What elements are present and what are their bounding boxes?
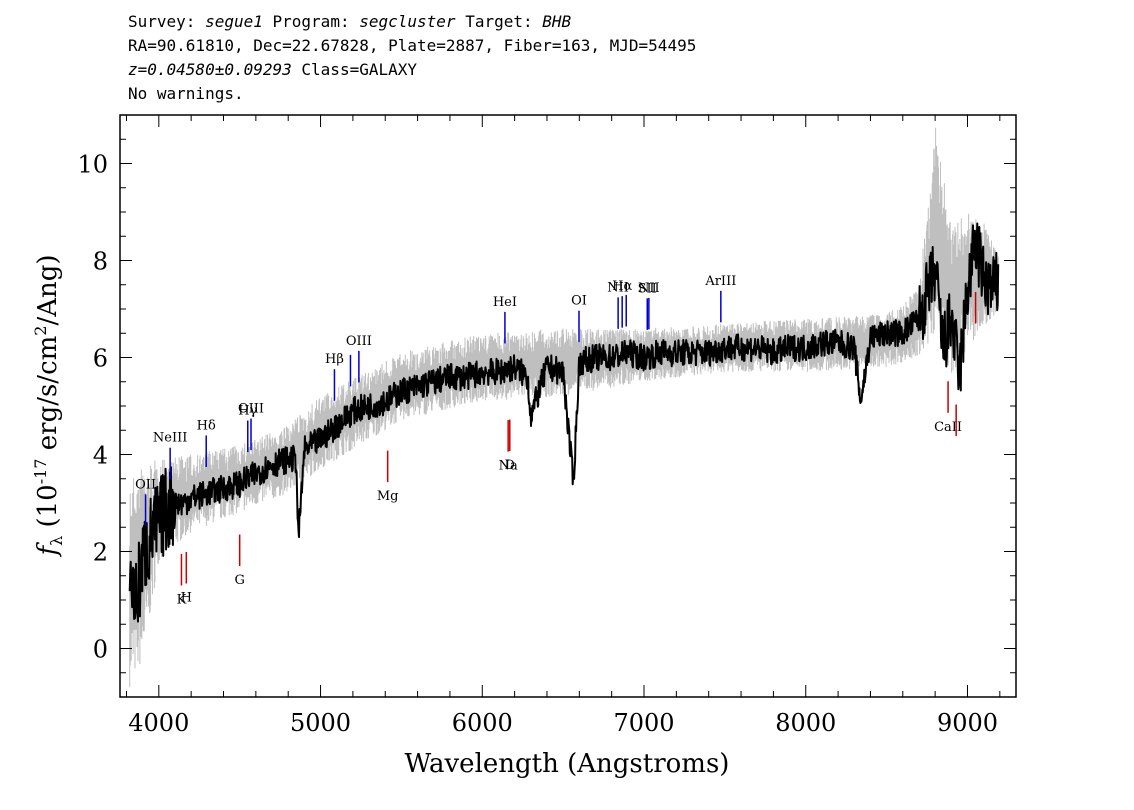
x-tick-label: 4000: [128, 709, 189, 737]
absorption-line-label: Mg: [377, 489, 399, 504]
y-tick-label: 4: [93, 442, 108, 470]
absorption-line-label: CaII: [934, 420, 962, 435]
absorption-line-label: D: [505, 458, 515, 473]
class-value: Class=GALAXY: [301, 60, 417, 79]
header-line-3: z=0.04580±0.09293 Class=GALAXY: [128, 58, 696, 82]
emission-line-label: NII: [607, 280, 629, 295]
redshift-value: z=0.04580±0.09293: [128, 60, 292, 79]
absorption-line-label: K: [177, 592, 187, 607]
emission-line-label: OIII: [238, 402, 264, 417]
flux-series: [128, 222, 1000, 623]
emission-line-label: OII: [135, 477, 156, 492]
survey-label: Survey:: [128, 12, 196, 31]
y-tick-label: 8: [93, 248, 108, 276]
x-tick-label: 5000: [290, 709, 351, 737]
y-tick-label: 0: [93, 636, 108, 664]
y-tick-label: 6: [93, 345, 108, 373]
emission-line-label: Hδ: [197, 418, 216, 433]
emission-line-label: SII: [638, 281, 657, 296]
survey-value: segue1: [205, 12, 263, 31]
emission-line-label: Hγ: [238, 404, 257, 419]
emission-line-label: ArIII: [704, 274, 736, 289]
header-line-1: Survey: segue1 Program: segcluster Targe…: [128, 10, 696, 34]
program-value: segcluster: [359, 12, 456, 31]
emission-line-label: NII: [638, 281, 660, 296]
x-tick-label: 8000: [775, 709, 836, 737]
y-tick-label: 2: [93, 539, 108, 567]
flux-layer: [128, 222, 1000, 623]
y-tick-label: 10: [77, 151, 108, 179]
x-tick-label: 7000: [613, 709, 674, 737]
emission-line-label: HeI: [493, 295, 517, 310]
y-axis-label: fλ (10-17 erg/s/cm2/Ang): [31, 254, 66, 557]
header-line-2: RA=90.61810, Dec=22.67828, Plate=2887, F…: [128, 36, 697, 55]
axes-layer: 4000 5000 6000 7000 8000 9000 0 2 4 6 8 10: [77, 114, 1017, 737]
x-axis-label: Wavelength (Angstroms): [405, 749, 730, 779]
x-tick-label: 6000: [452, 709, 513, 737]
program-label: Program:: [272, 12, 350, 31]
emission-line-label: OIII: [346, 334, 372, 349]
emission-line-label: NeIII: [153, 431, 187, 446]
absorption-line-label: H: [181, 591, 192, 606]
target-label: Target:: [465, 12, 533, 31]
absorption-line-label: Na: [499, 459, 518, 474]
warnings-line: No warnings.: [128, 84, 244, 103]
emission-line-label: OI: [571, 294, 587, 309]
absorption-line-label: G: [234, 573, 244, 588]
target-value: BHB: [542, 12, 572, 31]
emission-line-label: Hβ: [325, 352, 344, 367]
spectrum-header: Survey: segue1 Program: segcluster Targe…: [128, 10, 696, 106]
emission-line-label: Hα: [612, 279, 632, 294]
x-tick-label: 9000: [937, 709, 998, 737]
